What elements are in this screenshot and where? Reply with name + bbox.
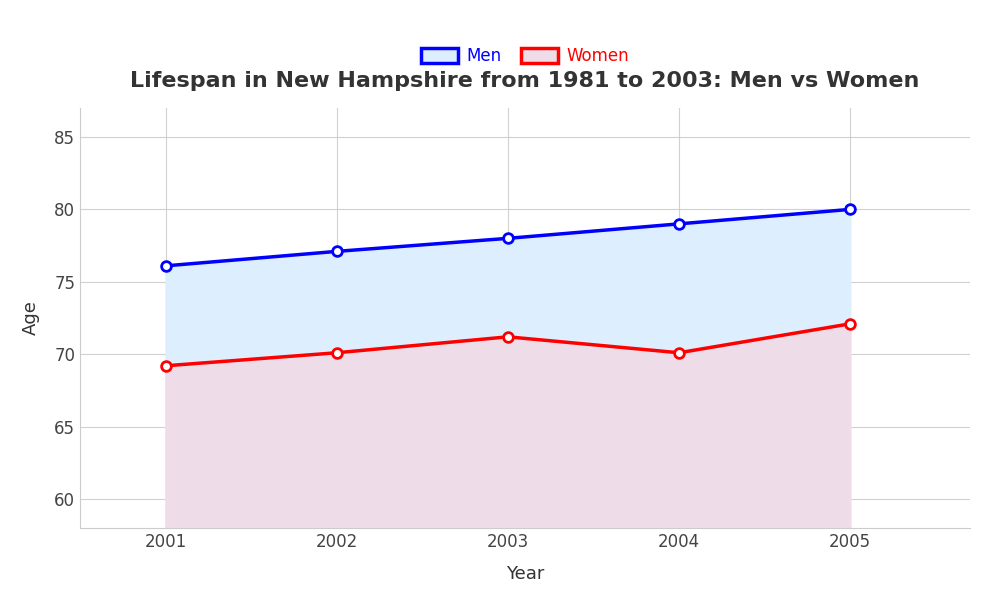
Title: Lifespan in New Hampshire from 1981 to 2003: Men vs Women: Lifespan in New Hampshire from 1981 to 2… <box>130 71 920 91</box>
Y-axis label: Age: Age <box>22 301 40 335</box>
X-axis label: Year: Year <box>506 565 544 583</box>
Legend: Men, Women: Men, Women <box>414 41 636 72</box>
